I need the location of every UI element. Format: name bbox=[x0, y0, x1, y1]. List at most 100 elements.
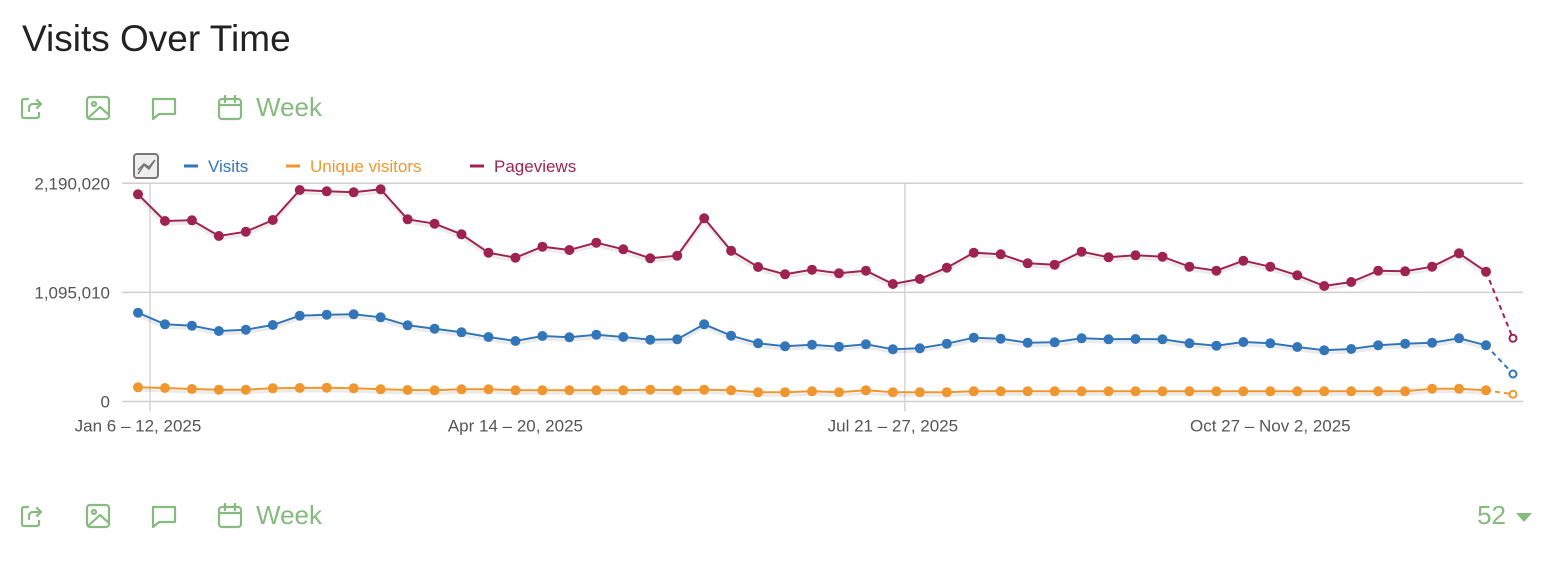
data-point-visits bbox=[348, 309, 359, 320]
data-point-pageviews bbox=[968, 247, 979, 258]
data-point-unique bbox=[402, 385, 413, 396]
x-tick-label: Jan 6 – 12, 2025 bbox=[75, 417, 202, 436]
annotation-icon[interactable] bbox=[150, 94, 178, 122]
data-point-visits bbox=[1157, 334, 1168, 345]
data-point-visits bbox=[1130, 333, 1141, 344]
data-point-visits bbox=[1427, 337, 1438, 348]
data-point-pageviews bbox=[780, 269, 791, 280]
data-point-pageviews bbox=[267, 214, 278, 225]
data-point-pageviews bbox=[159, 215, 170, 226]
legend-item-unique: Unique visitors bbox=[310, 157, 422, 176]
data-point-visits bbox=[968, 332, 979, 343]
data-point-pageviews bbox=[1130, 250, 1141, 261]
legend-item-pageviews: Pageviews bbox=[494, 157, 576, 176]
data-point-visits bbox=[1481, 340, 1491, 351]
bottom-toolbar: Week bbox=[18, 500, 322, 531]
data-point-pageviews bbox=[510, 252, 521, 263]
data-point-pageviews bbox=[887, 279, 898, 290]
data-point-unique bbox=[375, 384, 386, 395]
data-point-unique bbox=[537, 385, 548, 396]
data-point-unique bbox=[267, 383, 278, 394]
data-point-visits bbox=[1022, 337, 1033, 348]
export-icon[interactable] bbox=[18, 94, 46, 122]
data-point-pageviews bbox=[1265, 261, 1276, 272]
image-icon[interactable] bbox=[84, 502, 112, 530]
data-point-unique bbox=[780, 387, 791, 398]
data-point-pageviews bbox=[1238, 255, 1249, 266]
data-point-visits bbox=[1076, 333, 1087, 344]
data-point-visits bbox=[456, 327, 467, 338]
data-point-pageviews bbox=[753, 261, 764, 272]
data-point-unique bbox=[672, 385, 683, 396]
data-point-pageviews bbox=[618, 244, 629, 255]
data-point-visits bbox=[267, 320, 278, 331]
data-point-visits bbox=[483, 331, 494, 342]
data-point-visits bbox=[133, 307, 143, 318]
data-point-pageviews bbox=[1292, 270, 1303, 281]
data-point-visits bbox=[1373, 340, 1384, 351]
data-point-visits bbox=[887, 344, 898, 355]
data-point-visits bbox=[618, 331, 629, 342]
data-point-unique bbox=[968, 386, 979, 397]
data-point-pageviews bbox=[1454, 248, 1465, 259]
data-point-visits bbox=[1211, 340, 1222, 351]
data-point-unique bbox=[429, 385, 440, 396]
data-point-visits bbox=[1346, 344, 1357, 355]
y-tick-label: 1,095,010 bbox=[34, 283, 110, 302]
data-point-unique bbox=[1103, 386, 1114, 397]
data-point-pageviews bbox=[1481, 266, 1491, 277]
data-point-visits bbox=[240, 324, 251, 335]
data-point-unique bbox=[807, 386, 817, 397]
data-point-pageviews bbox=[133, 189, 143, 200]
export-icon[interactable] bbox=[18, 502, 46, 530]
data-point-visits bbox=[510, 336, 521, 347]
x-tick-label: Jul 21 – 27, 2025 bbox=[828, 417, 958, 436]
data-point-pageviews bbox=[321, 186, 332, 197]
data-point-pageviews bbox=[833, 268, 844, 279]
data-point-unique bbox=[941, 387, 952, 398]
data-point-visits bbox=[726, 330, 737, 341]
period-selector[interactable]: Week bbox=[256, 92, 322, 122]
data-point-unique bbox=[1373, 386, 1384, 397]
data-point-pageviews bbox=[645, 253, 656, 264]
data-point-unique bbox=[294, 382, 305, 393]
data-point-unique bbox=[1454, 383, 1465, 394]
data-point-visits bbox=[1454, 333, 1465, 344]
data-point-unique bbox=[860, 385, 871, 396]
data-point-visits bbox=[780, 341, 791, 352]
x-tick-label: Apr 14 – 20, 2025 bbox=[448, 417, 583, 436]
calendar-icon[interactable] bbox=[216, 94, 244, 122]
data-point-pageviews bbox=[456, 229, 467, 240]
page-title: Visits Over Time bbox=[22, 18, 291, 59]
limit-selector[interactable]: 52 bbox=[1477, 500, 1532, 531]
data-point-visits bbox=[914, 343, 925, 354]
data-point-pageviews bbox=[591, 237, 602, 248]
data-point-unique bbox=[1427, 383, 1438, 394]
data-point-unique bbox=[1346, 386, 1357, 397]
data-point-pageviews bbox=[726, 245, 737, 256]
series-incomplete-segment-visits bbox=[1485, 344, 1514, 375]
data-point-pageviews bbox=[186, 215, 197, 226]
y-tick-label: 2,190,020 bbox=[34, 174, 110, 193]
data-point-visits bbox=[537, 331, 548, 342]
data-point-pageviews bbox=[1508, 333, 1518, 343]
data-point-visits bbox=[1184, 338, 1195, 349]
data-point-unique bbox=[1265, 386, 1276, 397]
data-point-pageviews bbox=[402, 214, 413, 225]
data-point-visits bbox=[699, 319, 710, 330]
annotation-icon[interactable] bbox=[150, 502, 178, 530]
calendar-icon[interactable] bbox=[216, 502, 244, 530]
caret-down-icon bbox=[1516, 512, 1532, 522]
image-icon[interactable] bbox=[84, 94, 112, 122]
data-point-pageviews bbox=[1076, 246, 1087, 257]
data-point-unique bbox=[510, 385, 521, 396]
data-point-unique bbox=[321, 382, 332, 393]
data-point-unique bbox=[1292, 386, 1303, 397]
visits-chart: 0 1,095,010 2,190,020 Jan 6 – 12, 2025 Apr 1… bbox=[34, 153, 1523, 436]
top-toolbar: Week bbox=[18, 92, 322, 123]
data-point-unique bbox=[1238, 386, 1249, 397]
x-tick-label: Oct 27 – Nov 2, 2025 bbox=[1190, 417, 1351, 436]
period-selector[interactable]: Week bbox=[256, 500, 322, 530]
data-point-visits bbox=[1508, 369, 1518, 379]
limit-value: 52 bbox=[1477, 500, 1506, 530]
